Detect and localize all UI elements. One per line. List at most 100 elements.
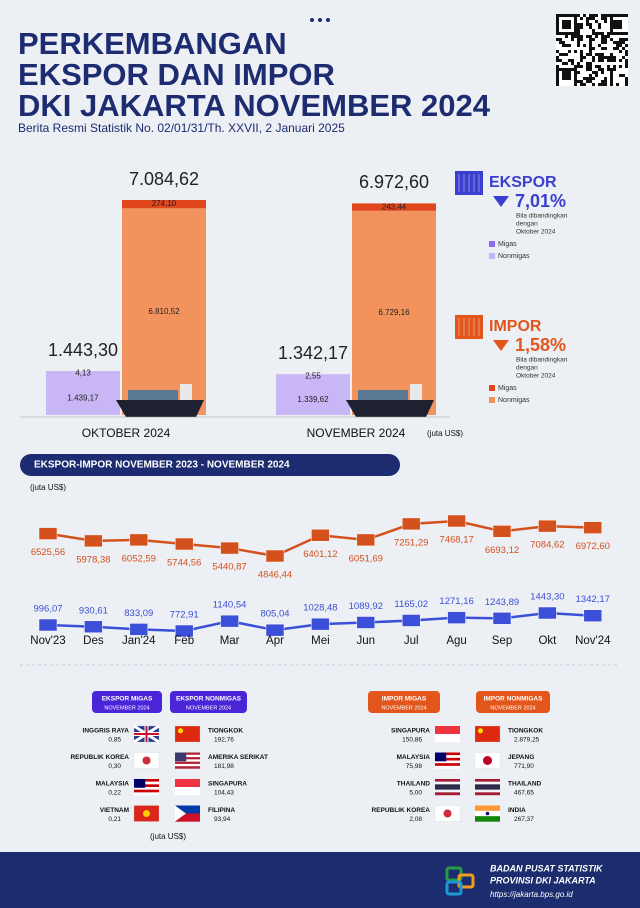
summary-note: Bila dibandingkan	[516, 357, 568, 364]
qr-cell	[616, 47, 619, 50]
qr-cell	[568, 74, 571, 77]
qr-cell	[610, 20, 613, 23]
qr-cell	[556, 56, 559, 59]
qr-cell	[562, 53, 565, 56]
qr-cell	[595, 14, 598, 17]
qr-cell	[589, 80, 592, 83]
legend-label: Nonmigas	[498, 397, 530, 404]
qr-cell	[574, 83, 577, 86]
flag	[435, 734, 460, 743]
qr-cell	[583, 77, 586, 80]
qr-cell	[574, 77, 577, 80]
bar-value-label: 1.339,62	[297, 395, 329, 404]
flag	[435, 765, 460, 769]
qr-cell	[625, 14, 628, 17]
qr-cell	[601, 38, 604, 41]
container-marker	[447, 514, 466, 528]
flag	[485, 811, 490, 816]
qr-cell	[604, 47, 607, 50]
qr-cell	[565, 35, 568, 38]
qr-cell	[562, 14, 565, 17]
qr-cell	[595, 53, 598, 56]
qr-cell	[601, 53, 604, 56]
qr-cell	[556, 26, 559, 29]
partner-country: FILIPINA	[208, 807, 235, 814]
partner-value: 75,98	[406, 763, 423, 770]
qr-cell	[571, 62, 574, 65]
point-label: 1089,92	[349, 601, 383, 612]
qr-cell	[595, 20, 598, 23]
x-category-label: Nov'24	[575, 635, 611, 647]
container-marker	[401, 517, 421, 531]
x-category-label: Feb	[174, 635, 194, 647]
x-category-label: Jul	[404, 635, 419, 647]
qr-cell	[577, 35, 580, 38]
flag	[435, 781, 460, 785]
container-marker	[129, 533, 149, 547]
container-marker	[265, 549, 285, 563]
container-marker	[174, 624, 194, 638]
qr-cell	[589, 38, 592, 41]
partner-country: MALAYSIA	[397, 754, 431, 761]
ship-cabin	[410, 384, 422, 400]
qr-cell	[586, 65, 589, 68]
qr-cell	[598, 26, 601, 29]
qr-cell	[619, 32, 622, 35]
qr-cell	[601, 71, 604, 74]
legend-label: Migas	[498, 385, 517, 392]
qr-cell	[625, 65, 628, 68]
ship-cabin	[180, 384, 192, 400]
qr-cell	[571, 32, 574, 35]
logo-part	[445, 880, 463, 896]
qr-cell	[610, 68, 613, 71]
partner-value: 2.879,25	[514, 737, 540, 744]
point-label: 4846,44	[258, 570, 292, 581]
container-marker	[174, 537, 194, 551]
qr-cell	[613, 20, 616, 23]
qr-cell	[589, 14, 592, 17]
qr-cell	[562, 32, 565, 35]
flag	[134, 781, 159, 785]
qr-cell	[592, 29, 595, 32]
partner-value: 93,94	[214, 816, 231, 823]
qr-cell	[565, 26, 568, 29]
qr-cell	[580, 80, 583, 83]
container-marker	[311, 617, 330, 631]
qr-cell	[580, 56, 583, 59]
bar-segment	[276, 374, 350, 415]
flag	[443, 809, 452, 818]
qr-cell	[610, 23, 613, 26]
partner-value: 150,86	[402, 737, 422, 744]
partner-country: TIONGKOK	[508, 728, 543, 735]
qr-cell	[607, 59, 610, 62]
footer-band	[0, 852, 640, 908]
qr-cell	[568, 32, 571, 35]
qr-cell	[580, 23, 583, 26]
container-marker	[492, 612, 512, 625]
partner-header-period: NOVEMBER 2024	[104, 705, 149, 711]
partner-country: TIONGKOK	[208, 728, 243, 735]
qr-cell	[586, 17, 589, 20]
qr-cell	[583, 14, 586, 17]
qr-cell	[610, 53, 613, 56]
qr-cell	[601, 32, 604, 35]
qr-cell	[610, 29, 613, 32]
qr-cell	[583, 44, 586, 47]
legend-label: Nonmigas	[498, 253, 530, 260]
bar-total-label: 1.443,30	[48, 340, 118, 360]
qr-cell	[556, 29, 559, 32]
qr-cell	[610, 77, 613, 80]
container-marker	[220, 541, 239, 555]
point-label: 7251,29	[394, 537, 428, 548]
qr-cell	[622, 47, 625, 50]
point-label: 772,91	[170, 610, 199, 621]
qr-cell	[562, 44, 565, 47]
menu-dots	[310, 18, 330, 22]
summary-note: Oktober 2024	[516, 373, 556, 380]
qr-cell	[562, 23, 565, 26]
qr-cell	[610, 71, 613, 74]
qr-cell	[556, 17, 559, 20]
flag	[475, 784, 500, 788]
qr-cell	[559, 59, 562, 62]
qr-cell	[577, 71, 580, 74]
